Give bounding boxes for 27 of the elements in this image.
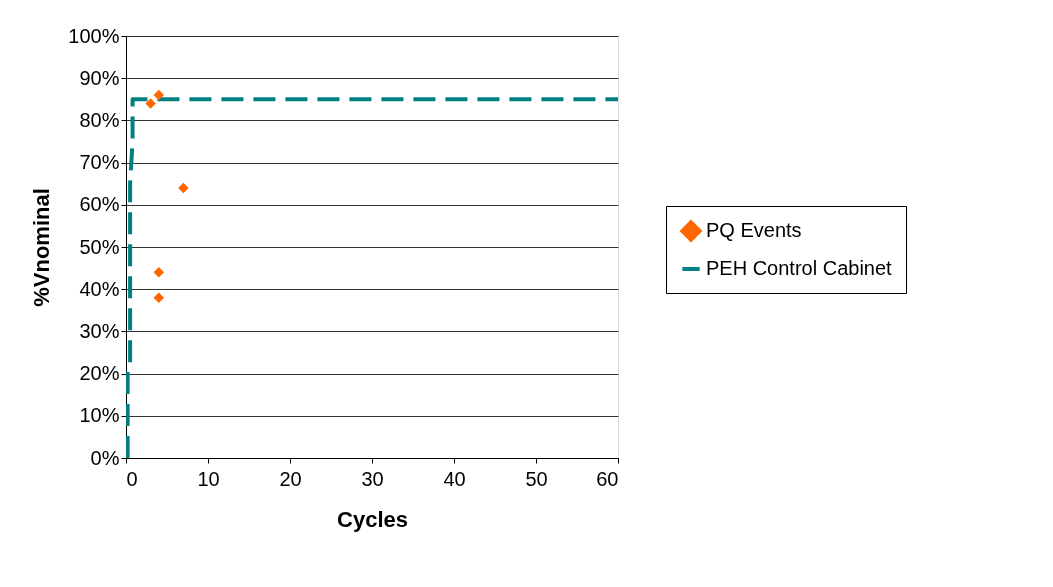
- point: [153, 89, 165, 101]
- y-axis-title: %Vnominal: [29, 188, 55, 307]
- x-tick-label: 10: [197, 467, 220, 490]
- y-tick-label: 100%: [68, 24, 120, 47]
- x-tick-label: 30: [361, 467, 384, 490]
- x-axis-title: Cycles: [337, 506, 408, 532]
- y-tick-label: 50%: [79, 235, 120, 258]
- legend-label: PEH Control Cabinet: [706, 257, 893, 279]
- x-tick-label: 20: [279, 467, 302, 490]
- y-tick-label: 10%: [79, 404, 120, 427]
- point: [153, 267, 165, 278]
- y-tick-label: 30%: [79, 319, 120, 342]
- y-tick-label: 20%: [79, 362, 120, 385]
- x-tick-label: 40: [443, 467, 466, 490]
- y-tick-label: 40%: [79, 277, 120, 300]
- x-tick-label: 50: [525, 467, 548, 490]
- point: [178, 182, 189, 194]
- legend-label: PQ Events: [706, 219, 802, 241]
- y-tick-label: 90%: [79, 66, 120, 89]
- point: [145, 98, 156, 109]
- x-tick-label: 0: [126, 467, 138, 490]
- y-tick-label: 0%: [90, 446, 120, 469]
- x-tick-label: 60: [596, 467, 619, 490]
- point: [153, 292, 165, 303]
- y-tick-label: 70%: [79, 151, 120, 174]
- y-tick-label: 60%: [79, 193, 120, 216]
- y-tick-label: 80%: [79, 108, 120, 131]
